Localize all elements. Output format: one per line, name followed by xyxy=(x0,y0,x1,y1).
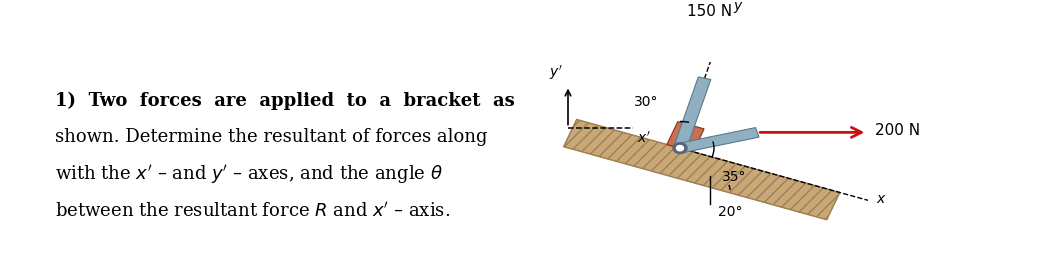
Text: 30°: 30° xyxy=(633,96,658,109)
Text: $y$: $y$ xyxy=(733,1,744,15)
Polygon shape xyxy=(564,120,839,220)
Text: 35°: 35° xyxy=(722,169,747,183)
Text: 1)  Two  forces  are  applied  to  a  bracket  as: 1) Two forces are applied to a bracket a… xyxy=(55,92,514,110)
Text: 20°: 20° xyxy=(719,205,743,219)
Circle shape xyxy=(673,143,687,153)
Text: $y'$: $y'$ xyxy=(549,64,563,82)
Text: $x'$: $x'$ xyxy=(638,130,651,146)
Text: 200 N: 200 N xyxy=(875,123,920,138)
Text: with the $x'$ – and $y'$ – axes, and the angle $\theta$: with the $x'$ – and $y'$ – axes, and the… xyxy=(55,163,443,186)
Circle shape xyxy=(676,145,684,151)
Polygon shape xyxy=(667,122,704,152)
Polygon shape xyxy=(673,77,711,150)
Text: between the resultant force $R$ and $x'$ – axis.: between the resultant force $R$ and $x'$… xyxy=(55,201,450,220)
Polygon shape xyxy=(679,128,758,153)
Text: shown. Determine the resultant of forces along: shown. Determine the resultant of forces… xyxy=(55,128,487,146)
Text: 150 N: 150 N xyxy=(687,4,732,19)
Text: $x$: $x$ xyxy=(876,192,887,206)
